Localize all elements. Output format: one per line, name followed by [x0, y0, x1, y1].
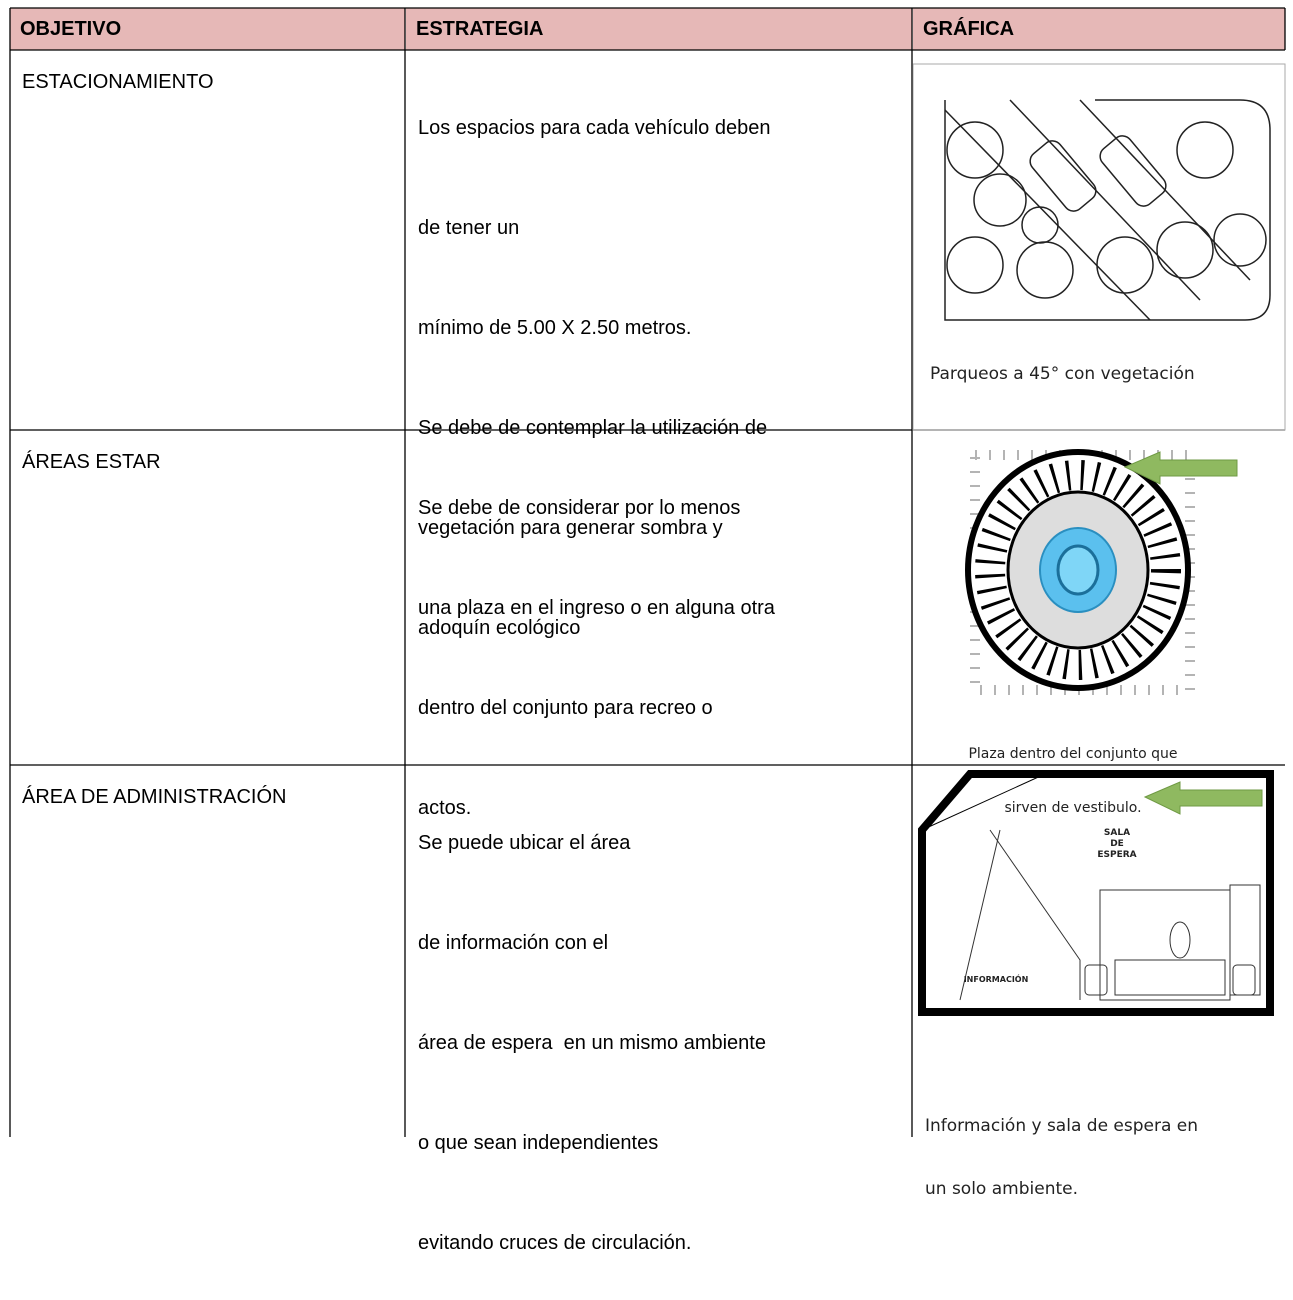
text-line: mínimo de 5.00 X 2.50 metros.	[418, 317, 692, 339]
text-line: área de espera en un mismo ambiente	[418, 1032, 766, 1054]
caption: Plaza dentro del conjunto que sirven de …	[913, 709, 1233, 835]
text-line: una plaza en el ingreso o en alguna otra	[418, 597, 775, 619]
text-line: vegetación para generar sombra y	[418, 517, 723, 539]
estrategia: Se debe de considerar por lo menos una p…	[418, 442, 775, 865]
objetivo: ÁREA DE ADMINISTRACIÓN	[22, 786, 287, 808]
text-line: de tener un	[418, 217, 520, 239]
admin-drawing	[918, 770, 1274, 1016]
plan-labels: SALA DE ESPERA INFORMACIÓN	[964, 828, 1137, 984]
text-line: Se debe de considerar por lo menos	[418, 497, 741, 519]
text-line: de información con el	[418, 932, 609, 954]
plaza-drawing	[965, 449, 1238, 695]
parking-drawing	[912, 63, 1286, 431]
header-cell: GRÁFICA	[913, 8, 1285, 50]
caption-line: sirven de vestibulo.	[1004, 800, 1142, 816]
page: OBJETIVO ESTRATEGIA GRÁFICA ESTACIONAMIE…	[9, 7, 1286, 1254]
header-cell: ESTRATEGIA	[406, 8, 912, 50]
text-line: adoquín ecológico	[418, 617, 581, 639]
objetivo: ESTACIONAMIENTO	[22, 71, 214, 93]
text-line: Se debe de contemplar la utilización de	[418, 417, 768, 439]
text-line: evitando cruces de circulación.	[418, 1232, 692, 1254]
caption: Información y sala de espera en un solo …	[925, 1074, 1198, 1221]
estrategia: Los espacios para cada vehículo deben de…	[418, 62, 770, 685]
plan-label: ESPERA	[1097, 850, 1136, 860]
table-borders	[9, 7, 1286, 1137]
plan-label: DE	[1110, 839, 1124, 849]
caption: Parqueos a 45° con vegetación	[930, 364, 1195, 384]
text-line: Los espacios para cada vehículo deben	[418, 117, 771, 139]
caption-line: Plaza dentro del conjunto que	[968, 746, 1178, 762]
caption-line: Información y sala de espera en	[925, 1116, 1199, 1136]
drawings: SALA DE ESPERA INFORMACIÓN	[9, 7, 1286, 1137]
plan-label: SALA	[1104, 828, 1130, 838]
objetivo: ÁREAS ESTAR	[22, 451, 161, 473]
text-line: actos.	[418, 797, 472, 819]
plan-label: INFORMACIÓN	[964, 973, 1029, 984]
caption-line: un solo ambiente.	[925, 1179, 1078, 1199]
text-line: Se puede ubicar el área	[418, 832, 631, 854]
text-line: dentro del conjunto para recreo o	[418, 697, 713, 719]
header-cell: OBJETIVO	[10, 8, 405, 50]
